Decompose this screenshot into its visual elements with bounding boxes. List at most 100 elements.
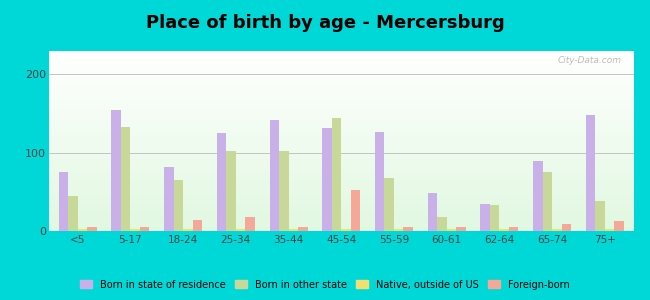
Bar <box>111 110 121 231</box>
Bar <box>49 181 634 182</box>
Bar <box>49 177 634 178</box>
Bar <box>49 186 634 187</box>
Bar <box>49 107 634 108</box>
Bar <box>49 219 634 220</box>
Bar <box>614 221 624 231</box>
Bar <box>49 53 634 54</box>
Bar <box>49 118 634 119</box>
Bar <box>49 52 634 53</box>
Bar <box>49 133 634 134</box>
Bar <box>49 146 634 147</box>
Bar <box>351 190 360 231</box>
Bar <box>298 227 307 231</box>
Bar <box>586 115 595 231</box>
Bar <box>49 149 634 150</box>
Bar <box>49 98 634 99</box>
Bar <box>49 197 634 198</box>
Bar <box>49 78 634 79</box>
Bar <box>49 175 634 176</box>
Bar <box>49 163 634 164</box>
Bar <box>49 151 634 152</box>
Bar <box>49 62 634 63</box>
Bar <box>49 141 634 142</box>
Bar <box>49 147 634 148</box>
Bar <box>49 224 634 225</box>
Bar <box>236 230 245 231</box>
Bar <box>49 217 634 218</box>
Bar <box>595 201 604 231</box>
Bar <box>490 205 499 231</box>
Bar <box>49 126 634 127</box>
Bar <box>49 167 634 168</box>
Bar <box>49 164 634 165</box>
Bar <box>49 54 634 55</box>
Bar <box>533 160 543 231</box>
Bar <box>49 111 634 112</box>
Bar <box>49 150 634 151</box>
Bar <box>49 221 634 222</box>
Bar <box>49 152 634 153</box>
Bar <box>49 176 634 177</box>
Bar <box>49 182 634 183</box>
Bar <box>49 174 634 175</box>
Bar <box>49 169 634 170</box>
Bar <box>279 151 289 231</box>
Legend: Born in state of residence, Born in other state, Native, outside of US, Foreign-: Born in state of residence, Born in othe… <box>77 276 573 294</box>
Bar <box>49 130 634 131</box>
Bar <box>509 227 518 231</box>
Bar <box>49 144 634 145</box>
Bar <box>49 89 634 90</box>
Bar <box>49 155 634 156</box>
Bar <box>49 190 634 191</box>
Bar <box>49 81 634 82</box>
Bar <box>49 124 634 125</box>
Bar <box>49 227 634 228</box>
Bar <box>49 145 634 146</box>
Bar <box>49 213 634 214</box>
Bar <box>49 116 634 117</box>
Bar <box>49 99 634 100</box>
Bar <box>49 218 634 219</box>
Bar <box>49 183 634 184</box>
Bar <box>49 187 634 188</box>
Bar <box>140 227 150 231</box>
Bar <box>245 217 255 231</box>
Bar <box>49 90 634 91</box>
Bar <box>58 172 68 231</box>
Bar <box>49 191 634 192</box>
Bar <box>49 57 634 58</box>
Bar <box>49 193 634 194</box>
Bar <box>49 76 634 77</box>
Bar <box>49 228 634 229</box>
Bar <box>49 123 634 124</box>
Bar <box>87 227 97 231</box>
Bar <box>49 170 634 171</box>
Bar <box>217 133 226 231</box>
Bar <box>49 100 634 101</box>
Bar <box>192 220 202 231</box>
Bar <box>49 70 634 71</box>
Bar <box>49 83 634 84</box>
Bar <box>49 51 634 52</box>
Bar <box>49 222 634 223</box>
Bar <box>49 117 634 118</box>
Bar <box>49 188 634 189</box>
Bar <box>447 230 456 231</box>
Bar <box>49 216 634 217</box>
Bar <box>49 184 634 185</box>
Bar <box>49 153 634 154</box>
Bar <box>428 194 437 231</box>
Bar <box>49 229 634 230</box>
Bar <box>49 109 634 110</box>
Bar <box>49 88 634 89</box>
Bar <box>49 178 634 179</box>
Bar <box>49 114 634 115</box>
Bar <box>49 136 634 137</box>
Bar <box>49 207 634 208</box>
Bar <box>456 227 465 231</box>
Bar <box>174 180 183 231</box>
Bar <box>375 132 384 231</box>
Bar <box>49 180 634 181</box>
Bar <box>49 79 634 80</box>
Bar <box>49 139 634 140</box>
